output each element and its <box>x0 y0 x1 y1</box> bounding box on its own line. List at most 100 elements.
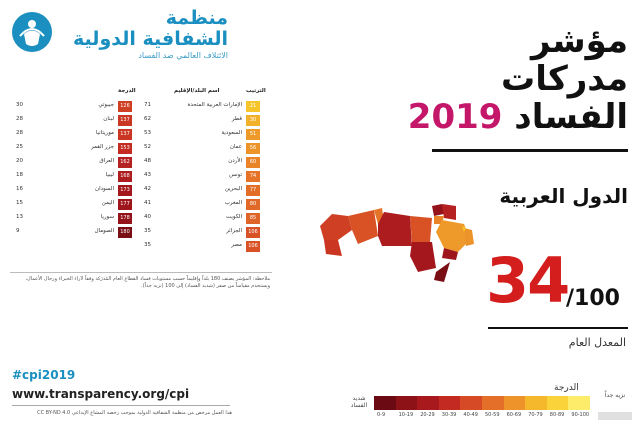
country-name: عمان <box>229 144 242 150</box>
legend-title: الدرجة <box>554 383 579 393</box>
rank-chip: 85 <box>246 213 260 224</box>
rank-chip: 178 <box>118 213 132 224</box>
map-iraq <box>442 204 456 220</box>
rank-chip: 51 <box>246 129 260 140</box>
country-score: 52 <box>144 144 151 150</box>
country-score: 40 <box>144 214 151 220</box>
country-name: ليبيا <box>105 172 114 178</box>
country-name: مصر <box>231 242 242 248</box>
country-score: 28 <box>16 130 23 136</box>
license-footnote: هذا العمل مرخص من منظمة الشفافية الدولية… <box>37 410 232 416</box>
rank-chip: 21 <box>246 101 260 112</box>
table-row: 177 اليمن 15 <box>10 198 270 211</box>
country-score: 25 <box>16 144 23 150</box>
table-row: 106 مصر 35 <box>10 240 270 253</box>
transparency-logo-icon <box>13 13 51 51</box>
country-score: 20 <box>16 158 23 164</box>
score-divider <box>488 327 628 329</box>
score-label: المعدل العام <box>568 336 626 349</box>
legend-tick: 40-49 <box>463 412 478 418</box>
rank-chip: 80 <box>246 199 260 210</box>
map-uae <box>462 226 466 232</box>
country-score: 16 <box>16 186 23 192</box>
map-somalia <box>434 262 450 282</box>
country-name: موريتانيا <box>95 130 114 136</box>
country-score: 30 <box>16 102 23 108</box>
table-row: 178 سوريا 13 <box>10 212 270 225</box>
country-name: الصومال <box>94 228 114 234</box>
rank-chip: 77 <box>246 185 260 196</box>
map-syria <box>432 204 444 216</box>
rank-chip: 137 <box>118 115 132 126</box>
map-egypt <box>410 216 432 242</box>
country-name: جزر القمر <box>90 144 114 150</box>
rank-chip: 106 <box>246 227 260 238</box>
page-title: مؤشر مدركات الفساد 2019 <box>378 22 628 136</box>
country-score: 53 <box>144 130 151 136</box>
country-name: لبنان <box>103 116 114 122</box>
header-country: اسم البلد/الإقليم <box>174 88 220 94</box>
table-row: 173 السودان 16 <box>10 184 270 197</box>
country-name: المغرب <box>224 200 242 206</box>
country-score: 35 <box>144 242 151 248</box>
country-score: 62 <box>144 116 151 122</box>
country-name: اليمن <box>101 200 114 206</box>
table-divider <box>10 272 272 273</box>
table-row: 137 لبنان 28 <box>10 114 270 127</box>
rank-chip: 126 <box>118 101 132 112</box>
website-link[interactable]: www.transparency.org/cpi <box>12 387 190 401</box>
rank-chip: 168 <box>118 171 132 182</box>
table-row: 80 المغرب 41 <box>10 198 270 211</box>
country-score: 48 <box>144 158 151 164</box>
legend-swatch <box>503 396 526 410</box>
country-name: السعودية <box>221 130 242 136</box>
country-score: 42 <box>144 186 151 192</box>
table-row: 60 الأردن 48 <box>10 156 270 169</box>
rank-chip: 30 <box>246 115 260 126</box>
country-score: 41 <box>144 200 151 206</box>
legend-tick: 90-100 <box>571 412 590 418</box>
rank-chip: 177 <box>118 199 132 210</box>
country-name: البحرين <box>224 186 242 192</box>
rank-chip: 180 <box>118 227 132 238</box>
title-divider <box>432 149 628 152</box>
country-name: قطر <box>231 116 242 122</box>
legend-color-scale <box>374 396 590 410</box>
rank-chip: 106 <box>246 241 260 252</box>
legend-low-label: شديد الفساد <box>350 395 368 409</box>
legend-swatch <box>438 396 461 410</box>
legend-nodata-swatch <box>598 412 632 420</box>
region-heading: الدول العربية <box>499 184 628 208</box>
header-rank: الترتيب <box>246 88 266 94</box>
hashtag[interactable]: #cpi2019 <box>12 368 76 382</box>
rank-chip: 137 <box>118 129 132 140</box>
country-name: سوريا <box>100 214 114 220</box>
country-score: 18 <box>16 172 23 178</box>
table-row: 56 عمان 52 <box>10 142 270 155</box>
country-score: 15 <box>16 200 23 206</box>
legend-ticks: 0-9 10-19 20-29 30-39 40-49 50-59 60-69 70-79 80… <box>374 412 590 422</box>
legend-tick: 70-79 <box>528 412 543 418</box>
map-saudi-arabia <box>436 220 470 252</box>
table-row: 153 جزر القمر 25 <box>10 142 270 155</box>
legend-swatch <box>546 396 569 410</box>
title-line-3: الفساد 2019 <box>378 98 628 136</box>
map-morocco <box>320 214 352 240</box>
map-yemen <box>442 248 458 260</box>
logo-tagline: الائتلاف العالمي ضد الفساد <box>138 51 228 60</box>
legend-tick: 20-29 <box>420 412 435 418</box>
legend-tick: 50-59 <box>485 412 500 418</box>
legend-swatch <box>460 396 482 410</box>
legend-swatch <box>395 396 418 410</box>
table-row: 162 العراق 20 <box>10 156 270 169</box>
legend-swatch <box>374 396 396 410</box>
table-note: ملاحظة: المؤشر يصنف 180 بلداً وإقليماً ح… <box>25 276 270 289</box>
rank-chip: 162 <box>118 157 132 168</box>
table-row: 180 الصومال 9 <box>10 226 270 239</box>
country-table: الترتيب اسم البلد/الإقليم الدرجة 21 الإما… <box>10 88 270 268</box>
rank-chip: 173 <box>118 185 132 196</box>
footer-divider <box>12 405 230 406</box>
country-score: 28 <box>16 116 23 122</box>
map-mauritania <box>324 240 342 256</box>
logo-line-2: الشفافية الدولية <box>73 28 228 50</box>
